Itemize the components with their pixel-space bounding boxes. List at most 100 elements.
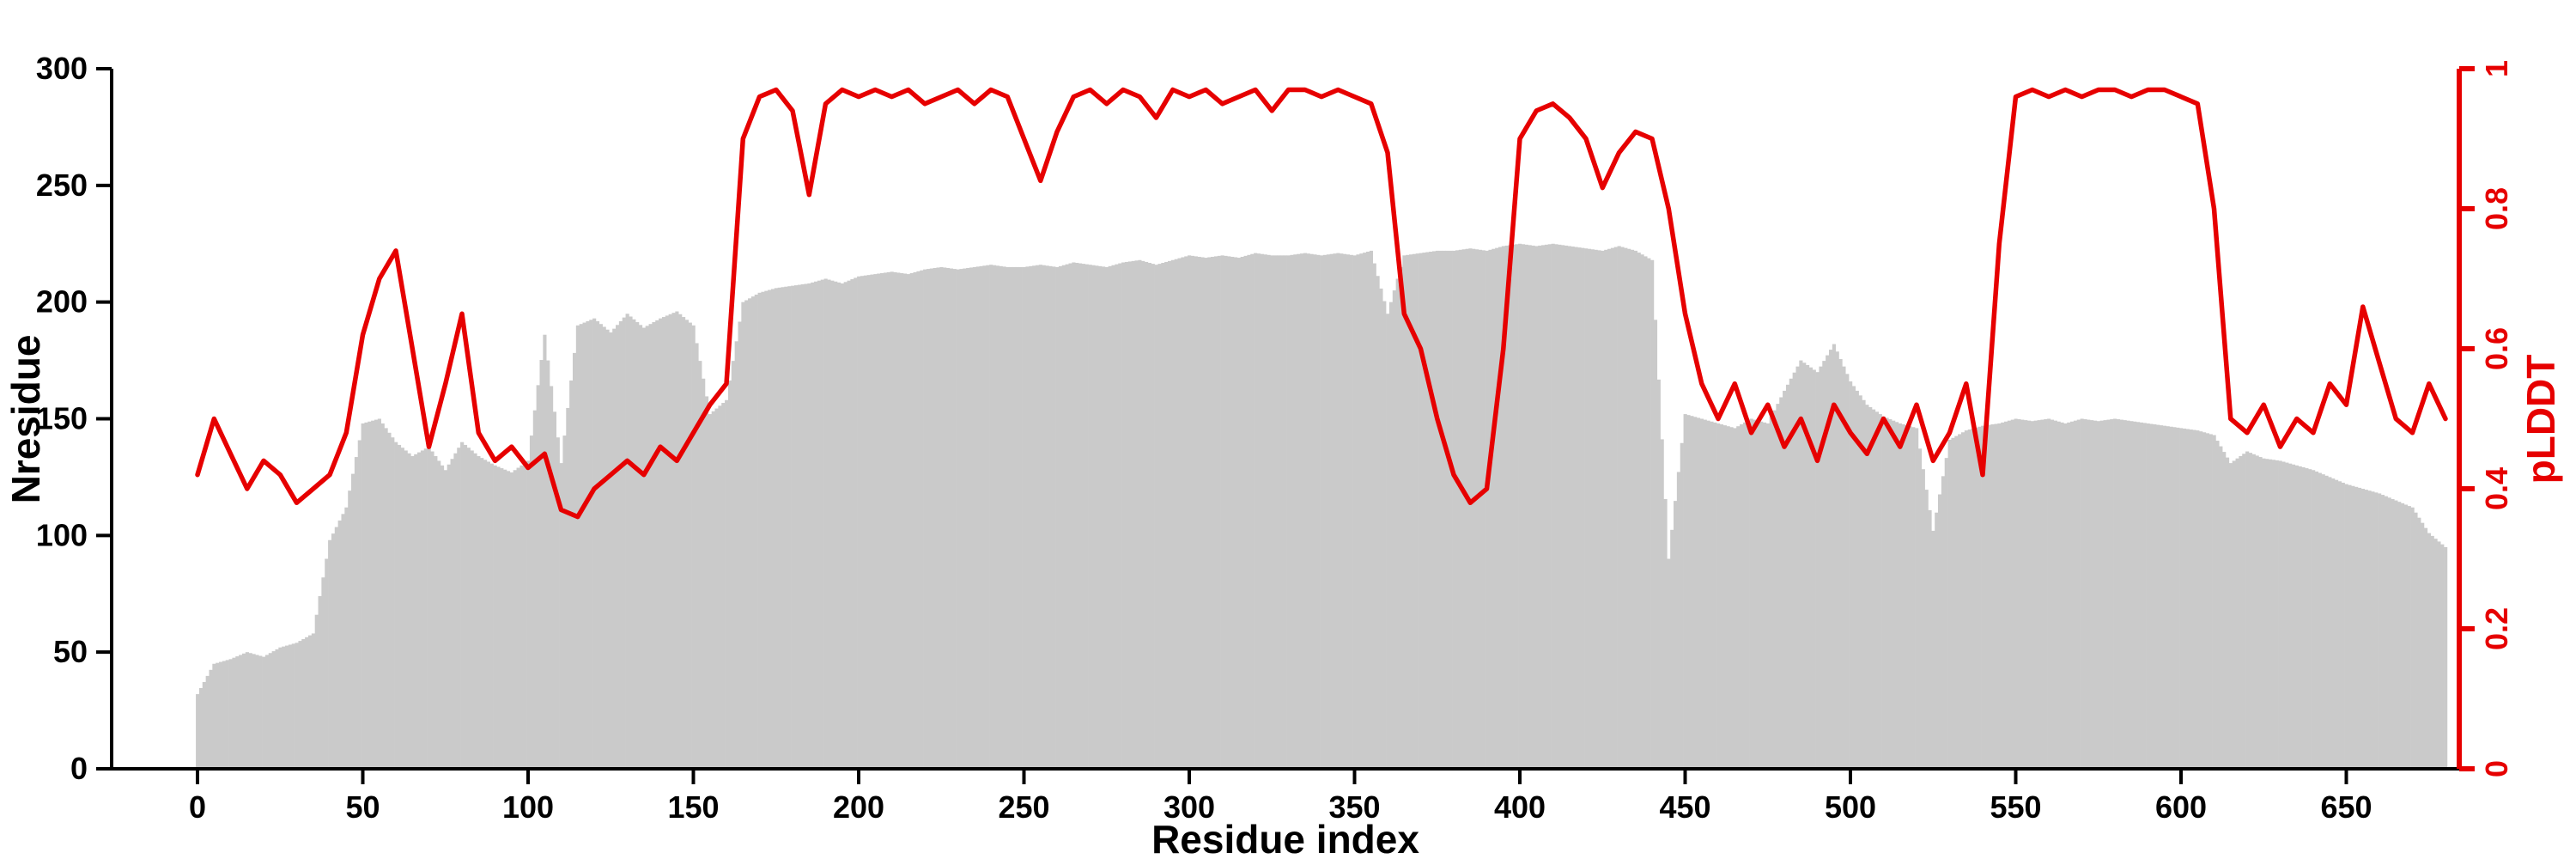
nresidue-bar bbox=[1753, 419, 1757, 769]
nresidue-bar bbox=[1127, 261, 1132, 769]
nresidue-bar bbox=[1293, 254, 1297, 769]
nresidue-bar bbox=[318, 595, 322, 769]
nresidue-bar bbox=[1190, 255, 1195, 769]
nresidue-bar bbox=[241, 653, 246, 769]
nresidue-bar bbox=[638, 325, 643, 769]
nresidue-bar bbox=[526, 460, 531, 769]
nresidue-bar bbox=[1078, 263, 1083, 769]
nresidue-bar bbox=[1604, 249, 1608, 769]
nresidue-bar bbox=[209, 669, 213, 769]
nresidue-bar bbox=[1736, 426, 1741, 769]
nresidue-bar bbox=[1670, 529, 1674, 769]
nresidue-bar bbox=[2126, 420, 2130, 769]
nresidue-bar bbox=[982, 265, 987, 769]
nresidue-bar bbox=[1254, 253, 1258, 769]
nresidue-bar bbox=[1862, 399, 1866, 769]
nresidue-bar bbox=[1177, 258, 1182, 770]
nresidue-bar bbox=[1812, 369, 1816, 769]
nresidue-bar bbox=[616, 325, 620, 769]
nresidue-bar bbox=[2123, 420, 2127, 769]
nresidue-bar bbox=[1911, 427, 1916, 769]
nresidue-bar bbox=[992, 265, 997, 769]
nresidue-bar bbox=[552, 411, 557, 769]
nresidue-bar bbox=[334, 527, 338, 769]
nresidue-bar bbox=[598, 324, 603, 769]
nresidue-bar bbox=[612, 328, 617, 769]
nresidue-bar bbox=[1336, 253, 1340, 769]
nresidue-bar bbox=[2172, 427, 2177, 769]
nresidue-bar bbox=[2026, 420, 2032, 769]
nresidue-bar bbox=[529, 436, 534, 769]
nresidue-bar bbox=[1475, 249, 1479, 769]
nresidue-bar bbox=[509, 472, 513, 769]
nresidue-bar bbox=[1613, 247, 1618, 769]
nresidue-bar bbox=[1022, 266, 1026, 769]
nresidue-bar bbox=[1240, 256, 1244, 770]
nresidue-bar bbox=[255, 655, 259, 769]
nresidue-bar bbox=[586, 320, 590, 769]
nresidue-bar bbox=[1138, 259, 1142, 769]
nresidue-bar bbox=[400, 448, 404, 769]
nresidue-bar bbox=[916, 271, 920, 769]
nresidue-bar bbox=[1901, 424, 1905, 769]
right-tick-label: 0 bbox=[2479, 760, 2514, 777]
nresidue-bar bbox=[2371, 491, 2375, 769]
nresidue-bar bbox=[1197, 256, 1201, 770]
nresidue-bar bbox=[453, 453, 458, 769]
nresidue-bar bbox=[1247, 254, 1251, 769]
nresidue-bar bbox=[1868, 406, 1873, 769]
nresidue-bar bbox=[966, 268, 970, 769]
nresidue-bar bbox=[2301, 467, 2306, 769]
nresidue-bar bbox=[305, 637, 309, 769]
nresidue-bar bbox=[414, 454, 418, 769]
nresidue-bar bbox=[532, 410, 537, 769]
nresidue-bar bbox=[823, 278, 828, 769]
nresidue-bar bbox=[2113, 418, 2117, 769]
nresidue-bar bbox=[2328, 477, 2332, 769]
nresidue-bar bbox=[387, 432, 392, 769]
nresidue-bar bbox=[2169, 426, 2173, 769]
nresidue-bar bbox=[1495, 247, 1499, 769]
nresidue-bar bbox=[857, 276, 861, 769]
nresidue-bar bbox=[2010, 419, 2014, 769]
nresidue-bar bbox=[1322, 254, 1327, 769]
x-tick-label: 250 bbox=[998, 789, 1049, 825]
x-tick-label: 600 bbox=[2155, 789, 2207, 825]
nresidue-bar bbox=[1650, 259, 1655, 769]
nresidue-bar bbox=[582, 322, 586, 769]
nresidue-bar bbox=[1181, 257, 1185, 769]
nresidue-bar bbox=[714, 408, 719, 769]
nresidue-bar bbox=[500, 468, 504, 769]
nresidue-bar bbox=[2341, 482, 2345, 769]
left-tick-label: 250 bbox=[36, 168, 88, 203]
nresidue-bar bbox=[721, 403, 726, 769]
nresidue-bar bbox=[2208, 434, 2213, 769]
nresidue-bar bbox=[391, 437, 395, 769]
nresidue-bar bbox=[1851, 386, 1856, 769]
nresidue-bar bbox=[847, 280, 851, 769]
nresidue-bar bbox=[1084, 264, 1089, 769]
nresidue-bar bbox=[1627, 248, 1631, 770]
nresidue-bar bbox=[1174, 259, 1178, 769]
x-tick-label: 650 bbox=[2320, 789, 2372, 825]
nresidue-bar bbox=[440, 465, 445, 769]
x-tick-label: 450 bbox=[1659, 789, 1710, 825]
nresidue-bar bbox=[2182, 428, 2187, 769]
nresidue-bar bbox=[1521, 244, 1526, 769]
nresidue-bar bbox=[2156, 424, 2160, 769]
nresidue-bar bbox=[1392, 290, 1396, 770]
left-tick-label: 200 bbox=[36, 284, 88, 320]
nresidue-bar bbox=[2430, 535, 2434, 769]
nresidue-bar bbox=[1406, 254, 1410, 769]
nresidue-bar bbox=[727, 380, 732, 769]
x-tick-label: 50 bbox=[345, 789, 380, 825]
nresidue-bar bbox=[477, 455, 481, 769]
nresidue-bar bbox=[665, 315, 669, 769]
nresidue-bar bbox=[1303, 253, 1307, 769]
nresidue-bar bbox=[2083, 419, 2087, 769]
nresidue-bar bbox=[959, 269, 963, 770]
nresidue-bar bbox=[2020, 419, 2025, 769]
nresidue-bar bbox=[2239, 455, 2243, 769]
nresidue-bar bbox=[1290, 254, 1294, 769]
nresidue-bar bbox=[2251, 454, 2256, 769]
